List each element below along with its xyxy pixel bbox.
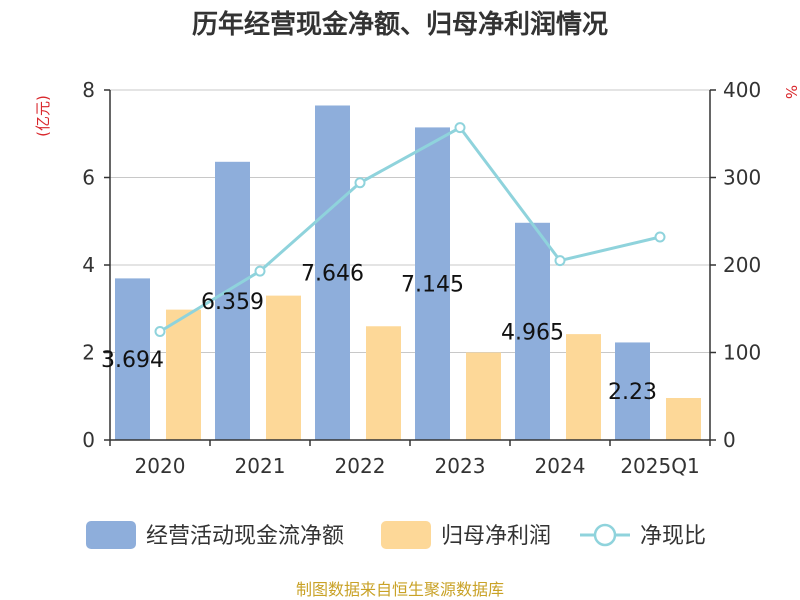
data-labels-group: 3.694 6.359 7.646 7.145 4.965 2.23 xyxy=(101,262,657,405)
left-tick-label: 8 xyxy=(82,78,95,102)
line-point-net-cash-ratio xyxy=(454,122,466,134)
left-tick-label: 6 xyxy=(82,166,95,190)
legend-swatch xyxy=(86,521,136,549)
data-label-operating-cashflow: 3.694 xyxy=(101,348,164,373)
legend-label: 归母净利润 xyxy=(441,524,551,549)
x-tick-label: 2022 xyxy=(335,454,386,478)
bar-operating-cashflow xyxy=(515,222,550,440)
line-point-net-cash-ratio xyxy=(554,255,566,267)
grid-lines xyxy=(110,89,710,353)
right-tick-label: 200 xyxy=(723,253,761,277)
legend-label: 净现比 xyxy=(640,524,706,549)
bar-operating-cashflow xyxy=(415,127,450,440)
line-point-net-cash-ratio xyxy=(154,326,166,337)
line-net-cash-ratio xyxy=(159,125,661,333)
bar-net-profit xyxy=(566,334,601,440)
line-point-net-cash-ratio xyxy=(354,177,366,189)
x-tick-label: 2021 xyxy=(235,454,286,478)
right-tick-label: 300 xyxy=(723,166,761,190)
legend: 经营活动现金流净额 归母净利润 净现比 xyxy=(86,521,706,549)
x-tick-label: 2020 xyxy=(135,454,186,478)
left-axis-unit: (亿元) xyxy=(34,95,52,137)
bar-net-profit xyxy=(466,352,501,440)
line-point-net-cash-ratio xyxy=(654,231,666,243)
legend-label: 经营活动现金流净额 xyxy=(146,524,344,549)
x-tick-label: 2024 xyxy=(535,454,586,478)
data-label-operating-cashflow: 7.646 xyxy=(301,262,364,287)
bars-group xyxy=(115,105,701,441)
right-tick-label: 100 xyxy=(723,341,761,365)
data-label-operating-cashflow: 2.23 xyxy=(608,380,657,405)
bar-net-profit xyxy=(166,309,201,440)
bar-operating-cashflow xyxy=(615,342,650,440)
bar-operating-cashflow xyxy=(115,278,150,440)
source-note: 制图数据来自恒生聚源数据库 xyxy=(296,580,504,599)
left-tick-label: 4 xyxy=(82,253,95,277)
line-point-net-cash-ratio xyxy=(254,265,266,277)
axes-group: 0 2 4 6 8 0 100 200 300 400 2020 2021 2022 2023 2024 20… xyxy=(82,78,761,478)
legend-swatch-marker xyxy=(593,523,617,547)
bar-operating-cashflow xyxy=(315,105,350,441)
data-label-operating-cashflow: 6.359 xyxy=(201,290,264,315)
right-axis-unit: % xyxy=(782,85,800,99)
data-label-operating-cashflow: 4.965 xyxy=(501,320,564,345)
x-tick-label: 2025Q1 xyxy=(620,454,699,478)
chart-title: 历年经营现金净额、归母净利润情况 xyxy=(192,9,608,40)
x-tick-label: 2023 xyxy=(435,454,486,478)
bar-net-profit xyxy=(266,295,301,440)
right-tick-label: 400 xyxy=(723,78,761,102)
data-label-operating-cashflow: 7.145 xyxy=(401,273,464,298)
left-tick-label: 0 xyxy=(82,428,95,452)
line-series-group xyxy=(154,122,666,337)
bar-net-profit xyxy=(366,326,401,440)
bar-net-profit xyxy=(666,398,701,440)
bar-operating-cashflow xyxy=(215,161,250,440)
legend-swatch xyxy=(381,521,431,549)
right-tick-label: 0 xyxy=(723,428,736,452)
left-tick-label: 2 xyxy=(82,341,95,365)
